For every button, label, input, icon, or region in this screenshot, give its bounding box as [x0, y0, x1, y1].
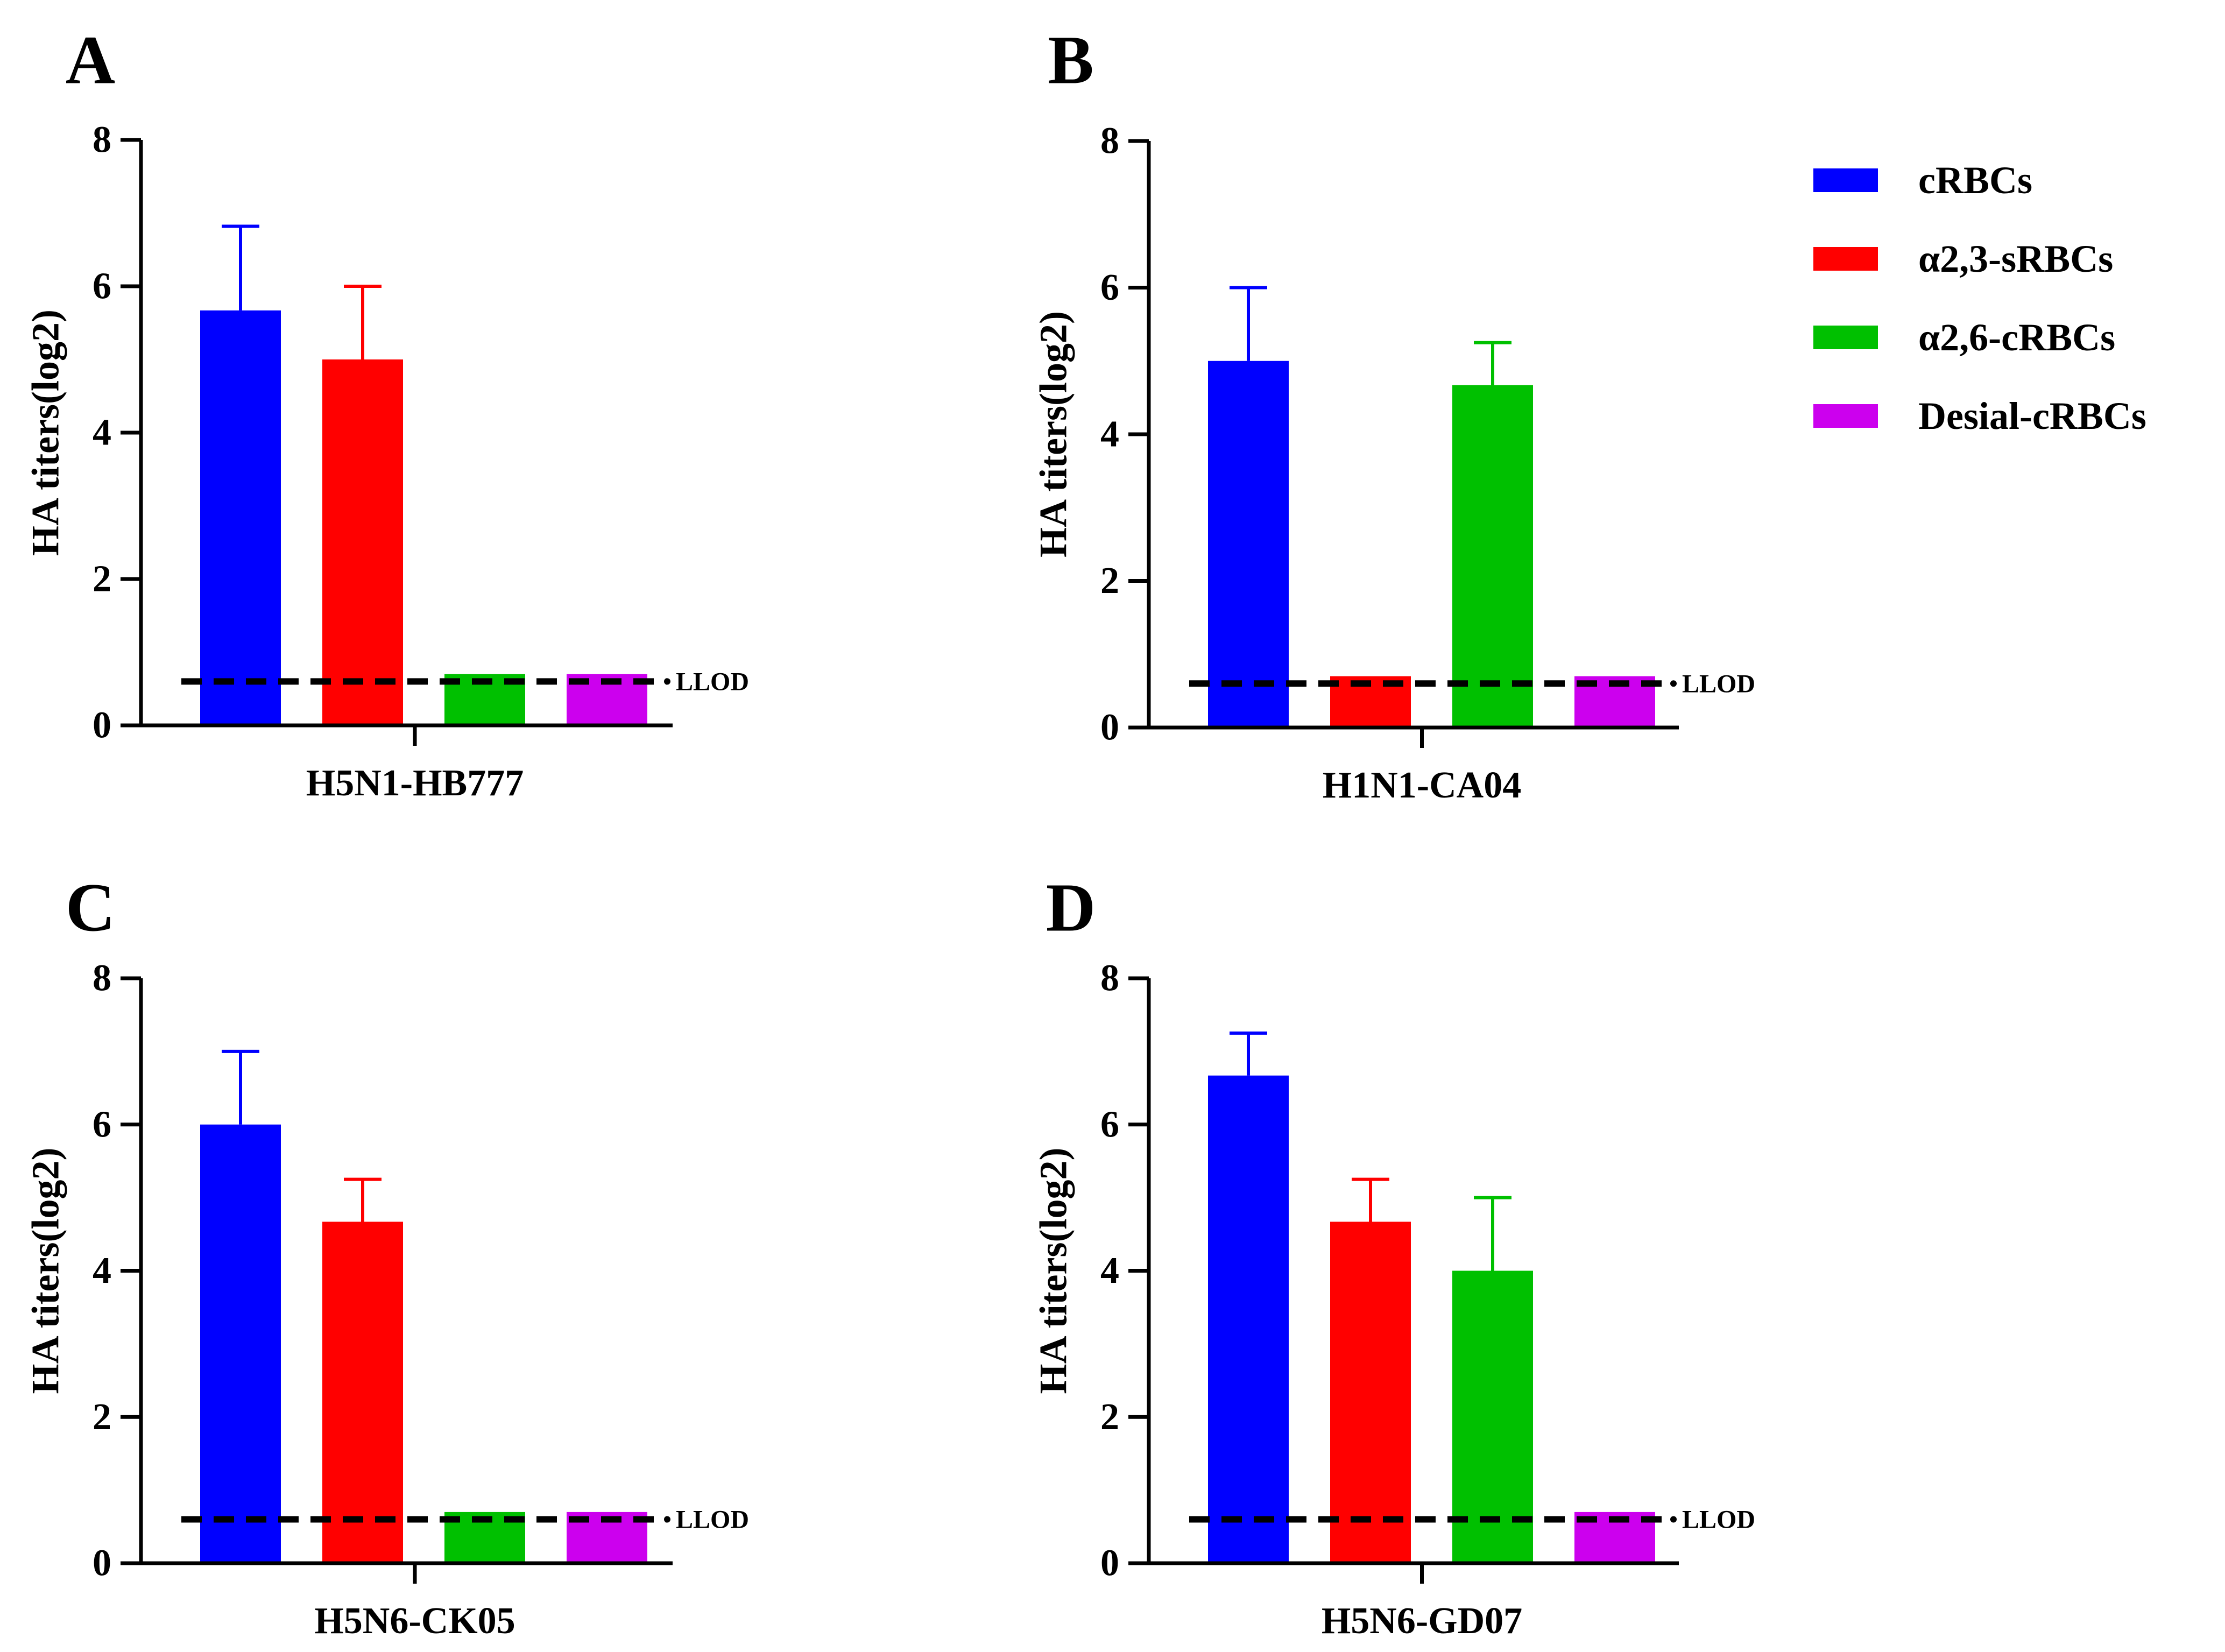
bar [1330, 1222, 1411, 1563]
panel-a: A HA titers(log2) LLOD 0 2 4 6 8 H5N1-HB777 [24, 22, 750, 804]
x-category-label: H5N1-HB777 [306, 763, 524, 804]
legend-label: α2,6-cRBCs [1918, 316, 2115, 359]
legend-label: Desial-cRBCs [1918, 394, 2146, 437]
y-tick-label: 4 [93, 412, 111, 454]
panel-b: B HA titers(log2) LLOD 0 2 4 6 8 H1N1-CA04 [1032, 22, 1756, 806]
llod-label: LLOD [676, 667, 749, 696]
y-tick-label: 8 [1100, 121, 1119, 162]
y-tick-label: 0 [1100, 1543, 1119, 1584]
llod-dot [664, 1516, 670, 1523]
panel-letter: D [1046, 869, 1096, 945]
y-tick-label: 4 [1100, 1250, 1119, 1291]
legend-swatch [1813, 326, 1878, 349]
y-tick-label: 2 [1100, 560, 1119, 602]
llod-dot [1670, 1516, 1677, 1523]
y-tick-label: 2 [1100, 1396, 1119, 1438]
y-tick-label: 0 [93, 705, 111, 746]
panel-letter: A [66, 22, 115, 98]
panel-letter: B [1048, 22, 1093, 98]
legend-swatch [1813, 404, 1878, 428]
y-axis-label: HA titers(log2) [1032, 311, 1075, 557]
llod-dot [664, 678, 670, 685]
y-tick-label: 4 [93, 1250, 111, 1291]
y-tick-label: 2 [93, 1396, 111, 1438]
panel-c: C HA titers(log2) LLOD 0 2 4 6 8 H5N6-CK05 [24, 869, 750, 1642]
llod-label: LLOD [1682, 669, 1755, 698]
llod-label: LLOD [1682, 1505, 1755, 1534]
legend: cRBCs α2,3-sRBCs α2,6-cRBCs Desial-cRBCs [1813, 159, 2146, 437]
bar [1208, 361, 1289, 728]
llod-dot [1670, 680, 1677, 687]
panels: A HA titers(log2) LLOD 0 2 4 6 8 H5N1-HB777 B HA t… [24, 22, 1756, 1642]
y-tick-label: 8 [93, 958, 111, 999]
y-tick-label: 4 [1100, 414, 1119, 455]
bar [1452, 385, 1533, 728]
y-tick-label: 6 [1100, 267, 1119, 308]
y-tick-label: 8 [1100, 958, 1119, 999]
y-tick-label: 6 [1100, 1104, 1119, 1145]
y-axis-label: HA titers(log2) [24, 1148, 67, 1394]
x-category-label: H5N6-GD07 [1322, 1600, 1522, 1642]
panel-d: D HA titers(log2) LLOD 0 2 4 6 8 H5N6-GD07 [1032, 869, 1756, 1642]
legend-label: cRBCs [1918, 159, 2032, 202]
y-tick-label: 2 [93, 559, 111, 600]
y-tick-label: 6 [93, 266, 111, 307]
bar [200, 310, 281, 725]
y-axis-label: HA titers(log2) [24, 309, 67, 556]
legend-label: α2,3-sRBCs [1918, 237, 2113, 280]
bar [1452, 1270, 1533, 1563]
y-tick-label: 8 [93, 119, 111, 161]
y-tick-label: 6 [93, 1104, 111, 1145]
bar [322, 359, 403, 725]
legend-swatch [1813, 247, 1878, 271]
panel-letter: C [66, 869, 115, 945]
bar [200, 1124, 281, 1563]
bar [322, 1222, 403, 1563]
x-category-label: H5N6-CK05 [314, 1600, 515, 1642]
llod-label: LLOD [676, 1505, 749, 1534]
legend-swatch [1813, 168, 1878, 192]
bar [1208, 1075, 1289, 1563]
y-tick-label: 0 [1100, 707, 1119, 749]
x-category-label: H1N1-CA04 [1323, 765, 1521, 806]
y-axis-label: HA titers(log2) [1032, 1148, 1075, 1394]
y-tick-label: 0 [93, 1543, 111, 1584]
